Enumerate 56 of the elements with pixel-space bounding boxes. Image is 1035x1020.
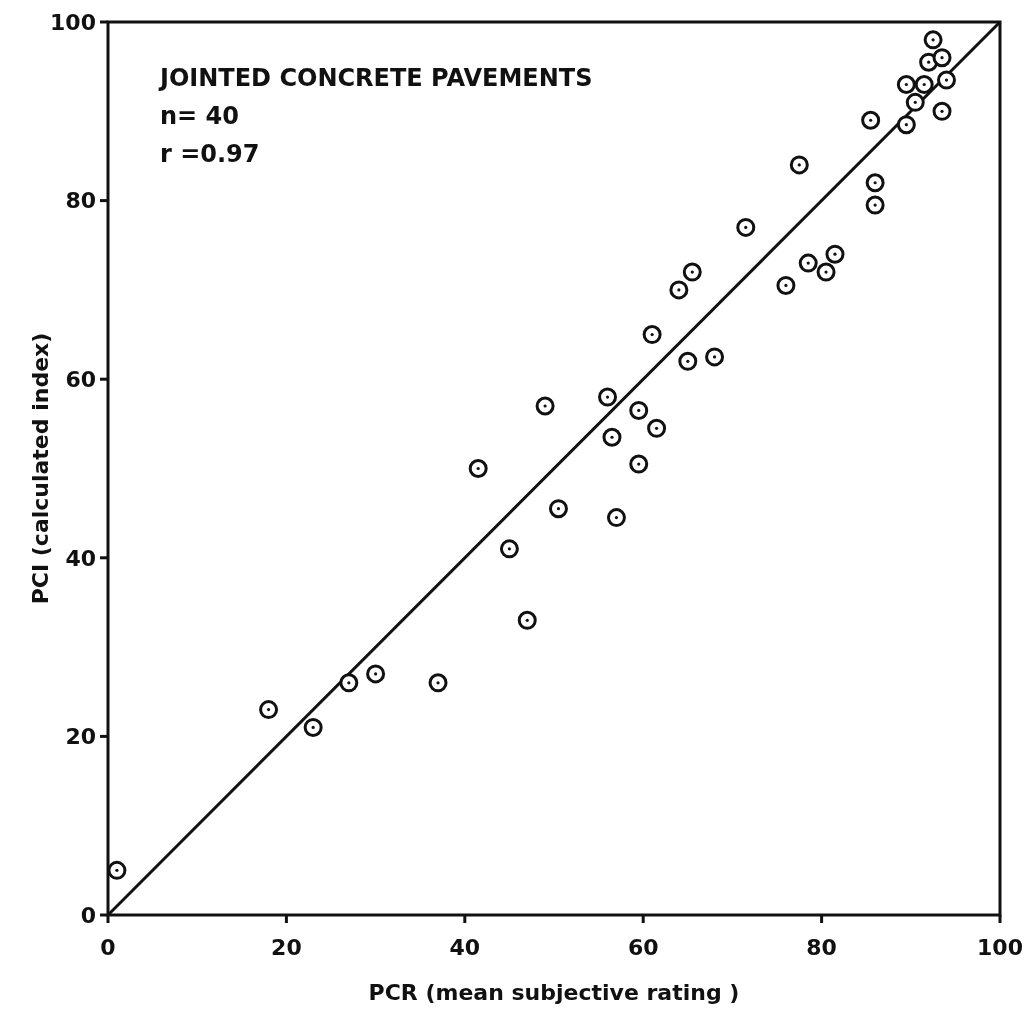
- point: [896, 115, 916, 135]
- point: [932, 48, 952, 68]
- point: [678, 351, 698, 371]
- point: [548, 499, 568, 519]
- annotation: n= 40: [160, 102, 239, 130]
- point: [705, 347, 725, 367]
- y-tick-label: 80: [65, 188, 96, 214]
- point: [366, 664, 386, 684]
- x-tick-label: 20: [271, 935, 302, 960]
- x-tick-label: 60: [627, 935, 659, 960]
- point: [914, 75, 934, 95]
- point: [629, 454, 649, 474]
- point: [669, 280, 689, 300]
- point: [923, 30, 943, 50]
- point: [865, 173, 885, 193]
- point: [647, 418, 667, 438]
- point: [825, 244, 845, 264]
- y-tick-label: 40: [65, 545, 96, 571]
- point: [682, 262, 702, 282]
- x-tick-label: 100: [977, 935, 1023, 960]
- x-tick-label: 40: [449, 935, 481, 960]
- point: [598, 387, 618, 407]
- point: [303, 717, 323, 737]
- point: [932, 101, 952, 121]
- y-axis-title: PCI (calculated index): [28, 332, 53, 605]
- annotation: r =0.97: [160, 140, 260, 168]
- x-axis-title: PCR (mean subjective rating ): [368, 980, 740, 1005]
- point: [736, 217, 756, 237]
- y-tick-label: 0: [80, 902, 96, 928]
- y-tick-label: 100: [50, 9, 96, 35]
- point: [339, 673, 359, 693]
- point: [107, 860, 127, 880]
- point: [896, 75, 916, 95]
- point: [865, 195, 885, 215]
- point: [798, 253, 818, 273]
- point: [517, 610, 537, 630]
- point: [428, 673, 448, 693]
- y-tick-label: 60: [65, 366, 96, 392]
- point: [642, 325, 662, 345]
- point: [602, 427, 622, 447]
- point: [776, 275, 796, 295]
- point: [936, 70, 956, 90]
- point: [499, 539, 519, 559]
- x-tick-label: 80: [806, 935, 837, 960]
- point: [861, 110, 881, 130]
- point: [816, 262, 836, 282]
- point: [468, 459, 488, 478]
- point: [606, 508, 626, 528]
- x-tick-label: 0: [100, 935, 116, 960]
- point: [629, 400, 649, 420]
- point: [905, 92, 925, 112]
- y-tick-label: 20: [65, 724, 96, 750]
- annotation: JOINTED CONCRETE PAVEMENTS: [158, 64, 593, 92]
- point: [789, 155, 809, 175]
- point: [259, 700, 279, 720]
- point: [535, 396, 555, 416]
